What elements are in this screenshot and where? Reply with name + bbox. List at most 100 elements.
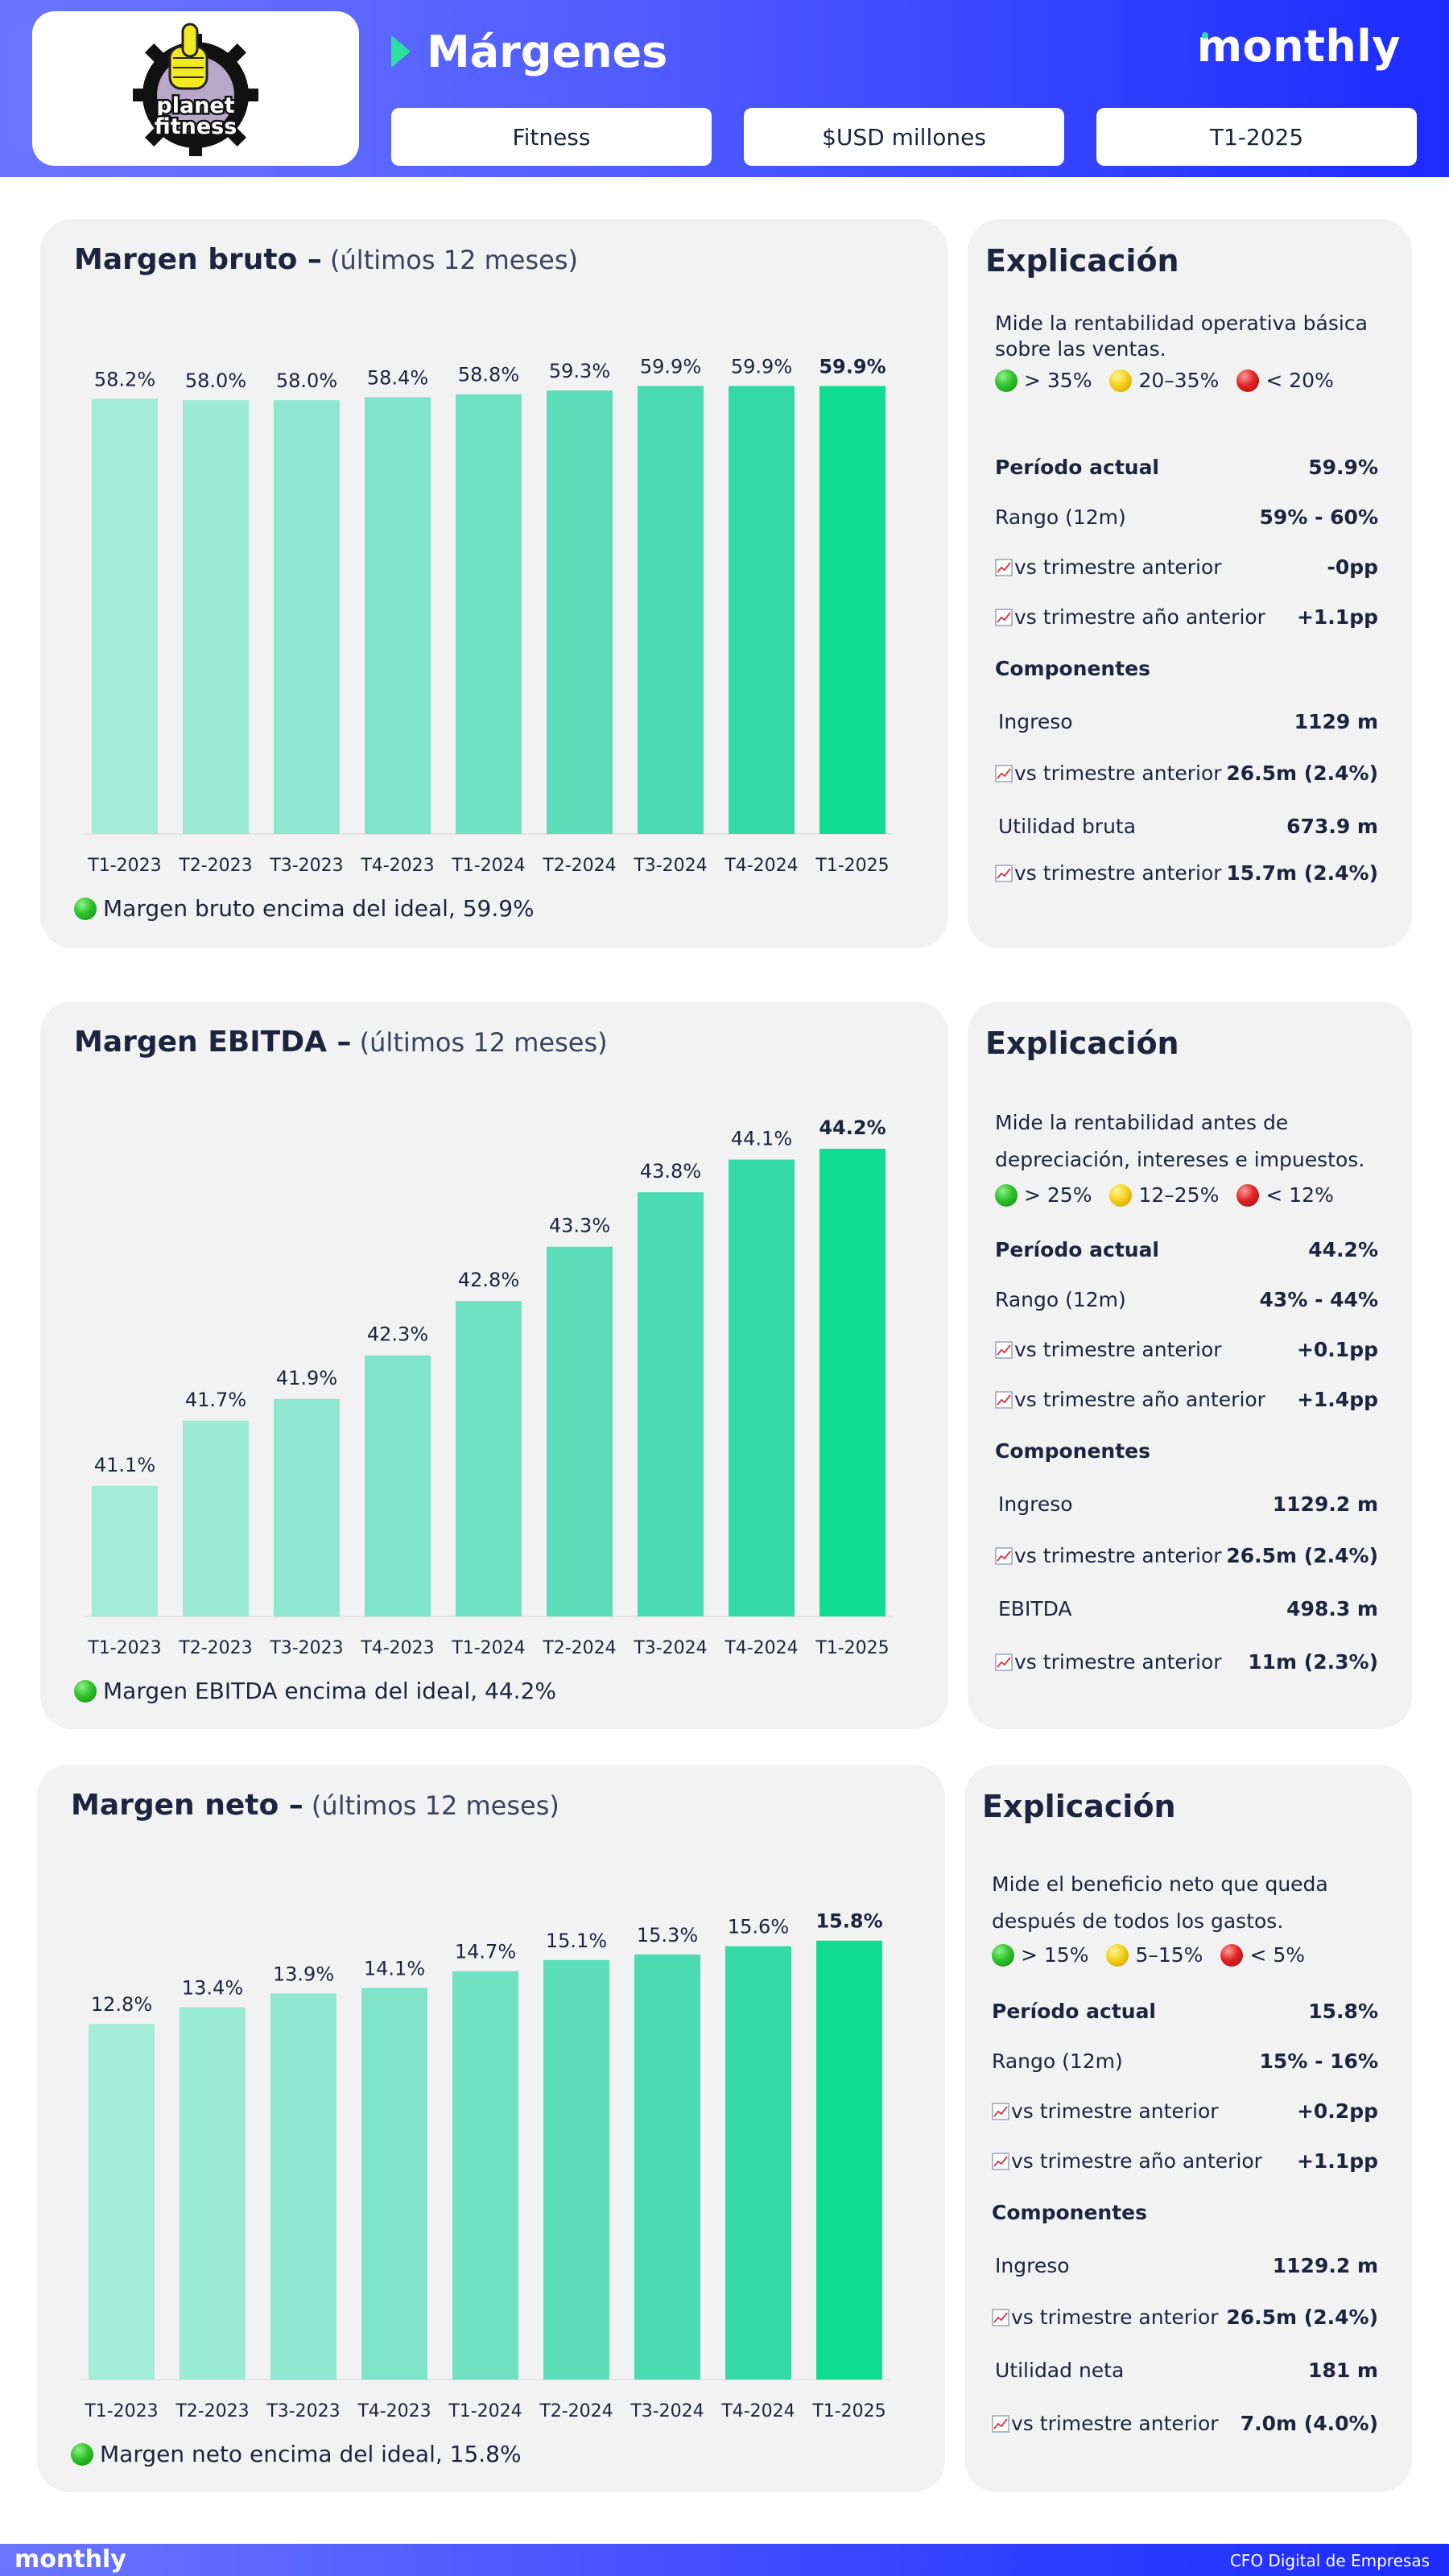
bar-value-label: 41.7% bbox=[185, 1389, 246, 1411]
thumbs-up-icon bbox=[168, 23, 208, 90]
trend-chart-icon bbox=[995, 865, 1013, 882]
x-tick-label: T3-2023 bbox=[269, 1638, 343, 1658]
metric-label: Componentes bbox=[995, 1439, 1150, 1463]
metric-value: 7.0m (4.0%) bbox=[1240, 2412, 1378, 2435]
x-tick-label: T1-2025 bbox=[811, 2401, 886, 2421]
x-tick-label: T2-2023 bbox=[178, 856, 252, 876]
bar-value-label: 15.3% bbox=[637, 1924, 698, 1946]
chart-footnote: Margen EBITDA encima del ideal, 44.2% bbox=[74, 1678, 556, 1704]
metric-row: Rango (12m) 43% - 44% bbox=[995, 1288, 1378, 1311]
filter-industry[interactable]: Fitness bbox=[391, 108, 712, 166]
metric-label: Utilidad bruta bbox=[998, 815, 1137, 838]
bar-T1-2024 bbox=[456, 1301, 522, 1616]
metric-label: vs trimestre año anterior bbox=[995, 605, 1265, 629]
explanation-panel-ebitda: Explicación Mide la rentabilidad antes d… bbox=[968, 1001, 1412, 1729]
explanation-title: Explicación bbox=[982, 1789, 1176, 1824]
bar-T4-2024 bbox=[729, 1159, 795, 1616]
metric-value: 26.5m (2.4%) bbox=[1226, 762, 1378, 785]
planet-fitness-logo: planet fitness bbox=[133, 23, 258, 156]
metric-label: vs trimestre anterior bbox=[995, 861, 1222, 885]
metric-label: vs trimestre anterior bbox=[992, 2412, 1219, 2435]
footer-tagline: CFO Digital de Empresas bbox=[1229, 2551, 1430, 2570]
bar-T3-2023 bbox=[274, 400, 340, 835]
metric-row: Rango (12m) 15% - 16% bbox=[992, 2050, 1378, 2073]
bar-T3-2023 bbox=[270, 1993, 336, 2380]
metric-label: Período actual bbox=[992, 2000, 1157, 2023]
metric-row: Período actual 44.2% bbox=[995, 1238, 1378, 1261]
bar-T4-2023 bbox=[365, 1355, 431, 1616]
metric-value: -0pp bbox=[1327, 555, 1378, 579]
chart-panel-ebitda: Margen EBITDA – (últimos 12 meses) 41.1%… bbox=[40, 1001, 948, 1729]
x-tick-label: T2-2023 bbox=[175, 2401, 249, 2421]
logo-text-fitness: fitness bbox=[155, 114, 237, 139]
bar-T2-2023 bbox=[183, 1420, 249, 1616]
page-title-wrap: Márgenes bbox=[391, 23, 667, 80]
x-tick-label: T4-2024 bbox=[724, 1638, 798, 1658]
bar-chart-ebitda: 41.1% T1-2023 41.7% T2-2023 41.9% T3-2023 42.3… bbox=[84, 1117, 894, 1658]
x-tick-label: T1-2023 bbox=[87, 856, 161, 876]
explanation-panel-bruto: Explicación Mide la rentabilidad operati… bbox=[968, 219, 1412, 948]
metric-row: vs trimestre anterior +0.2pp bbox=[992, 2099, 1378, 2123]
metric-value: +1.1pp bbox=[1296, 2149, 1378, 2173]
bar-value-label: 14.7% bbox=[455, 1941, 516, 1963]
metric-row: vs trimestre anterior -0pp bbox=[995, 555, 1378, 579]
metric-label: vs trimestre anterior bbox=[995, 1544, 1222, 1567]
footer-bar: monthly CFO Digital de Empresas bbox=[0, 2544, 1449, 2576]
x-tick-label: T1-2023 bbox=[84, 2401, 158, 2421]
metric-value: 44.2% bbox=[1308, 1238, 1378, 1261]
logo-text-planet: planet bbox=[156, 93, 234, 118]
metric-row: Componentes bbox=[995, 1439, 1378, 1463]
page-title: Márgenes bbox=[427, 26, 668, 77]
metric-value: 15% - 16% bbox=[1259, 2050, 1378, 2073]
explanation-panel-neto: Explicación Mide el beneficio neto que q… bbox=[964, 1765, 1412, 2492]
bar-value-label: 15.8% bbox=[815, 1910, 882, 1933]
bar-T1-2023 bbox=[89, 2024, 155, 2380]
metric-label: Rango (12m) bbox=[992, 2050, 1123, 2073]
metric-label: Ingreso bbox=[998, 1492, 1073, 1516]
bar-value-label: 15.1% bbox=[546, 1930, 607, 1952]
explanation-title: Explicación bbox=[985, 1026, 1179, 1061]
metric-row: Rango (12m) 59% - 60% bbox=[995, 506, 1378, 529]
metric-value: 26.5m (2.4%) bbox=[1226, 1544, 1378, 1567]
bar-T2-2023 bbox=[180, 2007, 246, 2380]
bar-value-label: 13.9% bbox=[273, 1963, 334, 1985]
metric-row: vs trimestre anterior 7.0m (4.0%) bbox=[992, 2412, 1378, 2435]
bar-value-label: 43.3% bbox=[549, 1215, 610, 1237]
metric-label: vs trimestre anterior bbox=[995, 555, 1222, 579]
metric-row: vs trimestre anterior 11m (2.3%) bbox=[995, 1650, 1378, 1674]
company-logo: planet fitness bbox=[32, 11, 359, 166]
bar-value-label: 44.1% bbox=[731, 1128, 792, 1150]
bar-value-label: 59.9% bbox=[819, 356, 886, 378]
x-tick-label: T4-2023 bbox=[357, 2401, 431, 2421]
trend-chart-icon bbox=[995, 609, 1013, 626]
filter-currency[interactable]: $USD millones bbox=[744, 108, 1064, 166]
metric-row: Período actual 15.8% bbox=[992, 2000, 1378, 2023]
trend-chart-icon bbox=[992, 2103, 1009, 2120]
bar-value-label: 58.4% bbox=[367, 366, 428, 389]
threshold-legend: > 25% 12–25% < 12% bbox=[995, 1183, 1352, 1207]
metric-label: vs trimestre anterior bbox=[995, 762, 1222, 785]
bar-T4-2024 bbox=[729, 386, 795, 835]
bar-T2-2024 bbox=[547, 390, 613, 834]
x-tick-label: T3-2024 bbox=[633, 856, 707, 876]
x-tick-label: T2-2024 bbox=[542, 856, 616, 876]
metric-value: 1129.2 m bbox=[1272, 1492, 1378, 1516]
chart-panel-bruto: Margen bruto – (últimos 12 meses) 58.2% T… bbox=[40, 219, 948, 948]
bar-value-label: 12.8% bbox=[91, 1993, 152, 2016]
brand-dot-icon bbox=[1201, 32, 1208, 39]
yellow-ball-icon bbox=[1109, 1183, 1133, 1207]
bar-value-label: 43.8% bbox=[640, 1160, 701, 1183]
metric-row: vs trimestre año anterior +1.4pp bbox=[995, 1388, 1378, 1411]
green-ball-icon bbox=[995, 1183, 1018, 1207]
metric-row: vs trimestre año anterior +1.1pp bbox=[992, 2149, 1378, 2173]
metric-row: Ingreso 1129 m bbox=[995, 710, 1378, 733]
bar-T4-2024 bbox=[725, 1946, 791, 2380]
chart-footnote: Margen bruto encima del ideal, 59.9% bbox=[74, 895, 535, 922]
green-ball-icon bbox=[71, 2442, 93, 2466]
bar-chart-bruto: 58.2% T1-2023 58.0% T2-2023 58.0% T3-2023 58.4… bbox=[84, 356, 894, 876]
chart-title: Margen EBITDA – (últimos 12 meses) bbox=[74, 1026, 608, 1059]
chart-panel-neto: Margen neto – (últimos 12 meses) 12.8% T1… bbox=[37, 1765, 945, 2492]
yellow-ball-icon bbox=[1109, 369, 1133, 392]
x-tick-label: T1-2024 bbox=[451, 856, 525, 876]
filter-period[interactable]: T1-2025 bbox=[1096, 108, 1417, 166]
